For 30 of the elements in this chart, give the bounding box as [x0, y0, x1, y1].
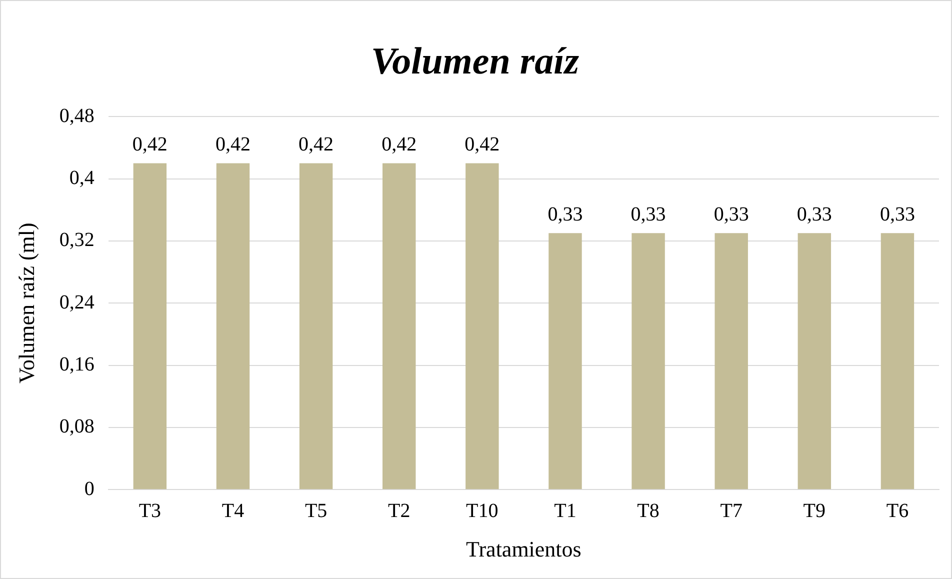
y-tick-label: 0,24: [59, 291, 94, 314]
y-tick-label: 0: [84, 478, 94, 500]
chart-title: Volumen raíz: [370, 40, 580, 83]
data-label: 0,42: [298, 133, 334, 156]
x-tick-label: T2: [388, 500, 410, 522]
data-label: 0,42: [382, 133, 417, 156]
data-label: 0,42: [464, 133, 500, 156]
x-tick-label: T5: [304, 500, 328, 522]
x-tick-label: T4: [222, 500, 244, 522]
data-label: 0,33: [548, 203, 583, 226]
y-tick-label: 0,16: [59, 354, 94, 376]
y-tick-label: 0,4: [69, 167, 94, 190]
x-tick-label: T10: [466, 500, 498, 522]
x-tick-label: T6: [886, 500, 909, 522]
data-label: 0,33: [796, 203, 832, 226]
data-label: 0,33: [630, 203, 666, 226]
x-axis-title: Tratamientos: [466, 536, 582, 562]
x-tick-label: T7: [720, 500, 742, 522]
y-axis-title: Volumen raíz (ml): [14, 222, 39, 384]
x-tick-label: T1: [554, 500, 576, 522]
data-label: 0,42: [215, 133, 250, 156]
data-label: 0,33: [714, 203, 749, 226]
y-tick-label: 0,32: [59, 229, 94, 252]
y-tick-label: 0,48: [59, 104, 94, 127]
x-tick-label: T9: [803, 500, 826, 522]
x-tick-label: T3: [138, 500, 162, 522]
y-tick-label: 0,08: [59, 416, 94, 438]
data-label: 0,42: [132, 133, 168, 156]
data-label: 0,33: [880, 203, 915, 226]
x-tick-label: T8: [637, 500, 660, 522]
